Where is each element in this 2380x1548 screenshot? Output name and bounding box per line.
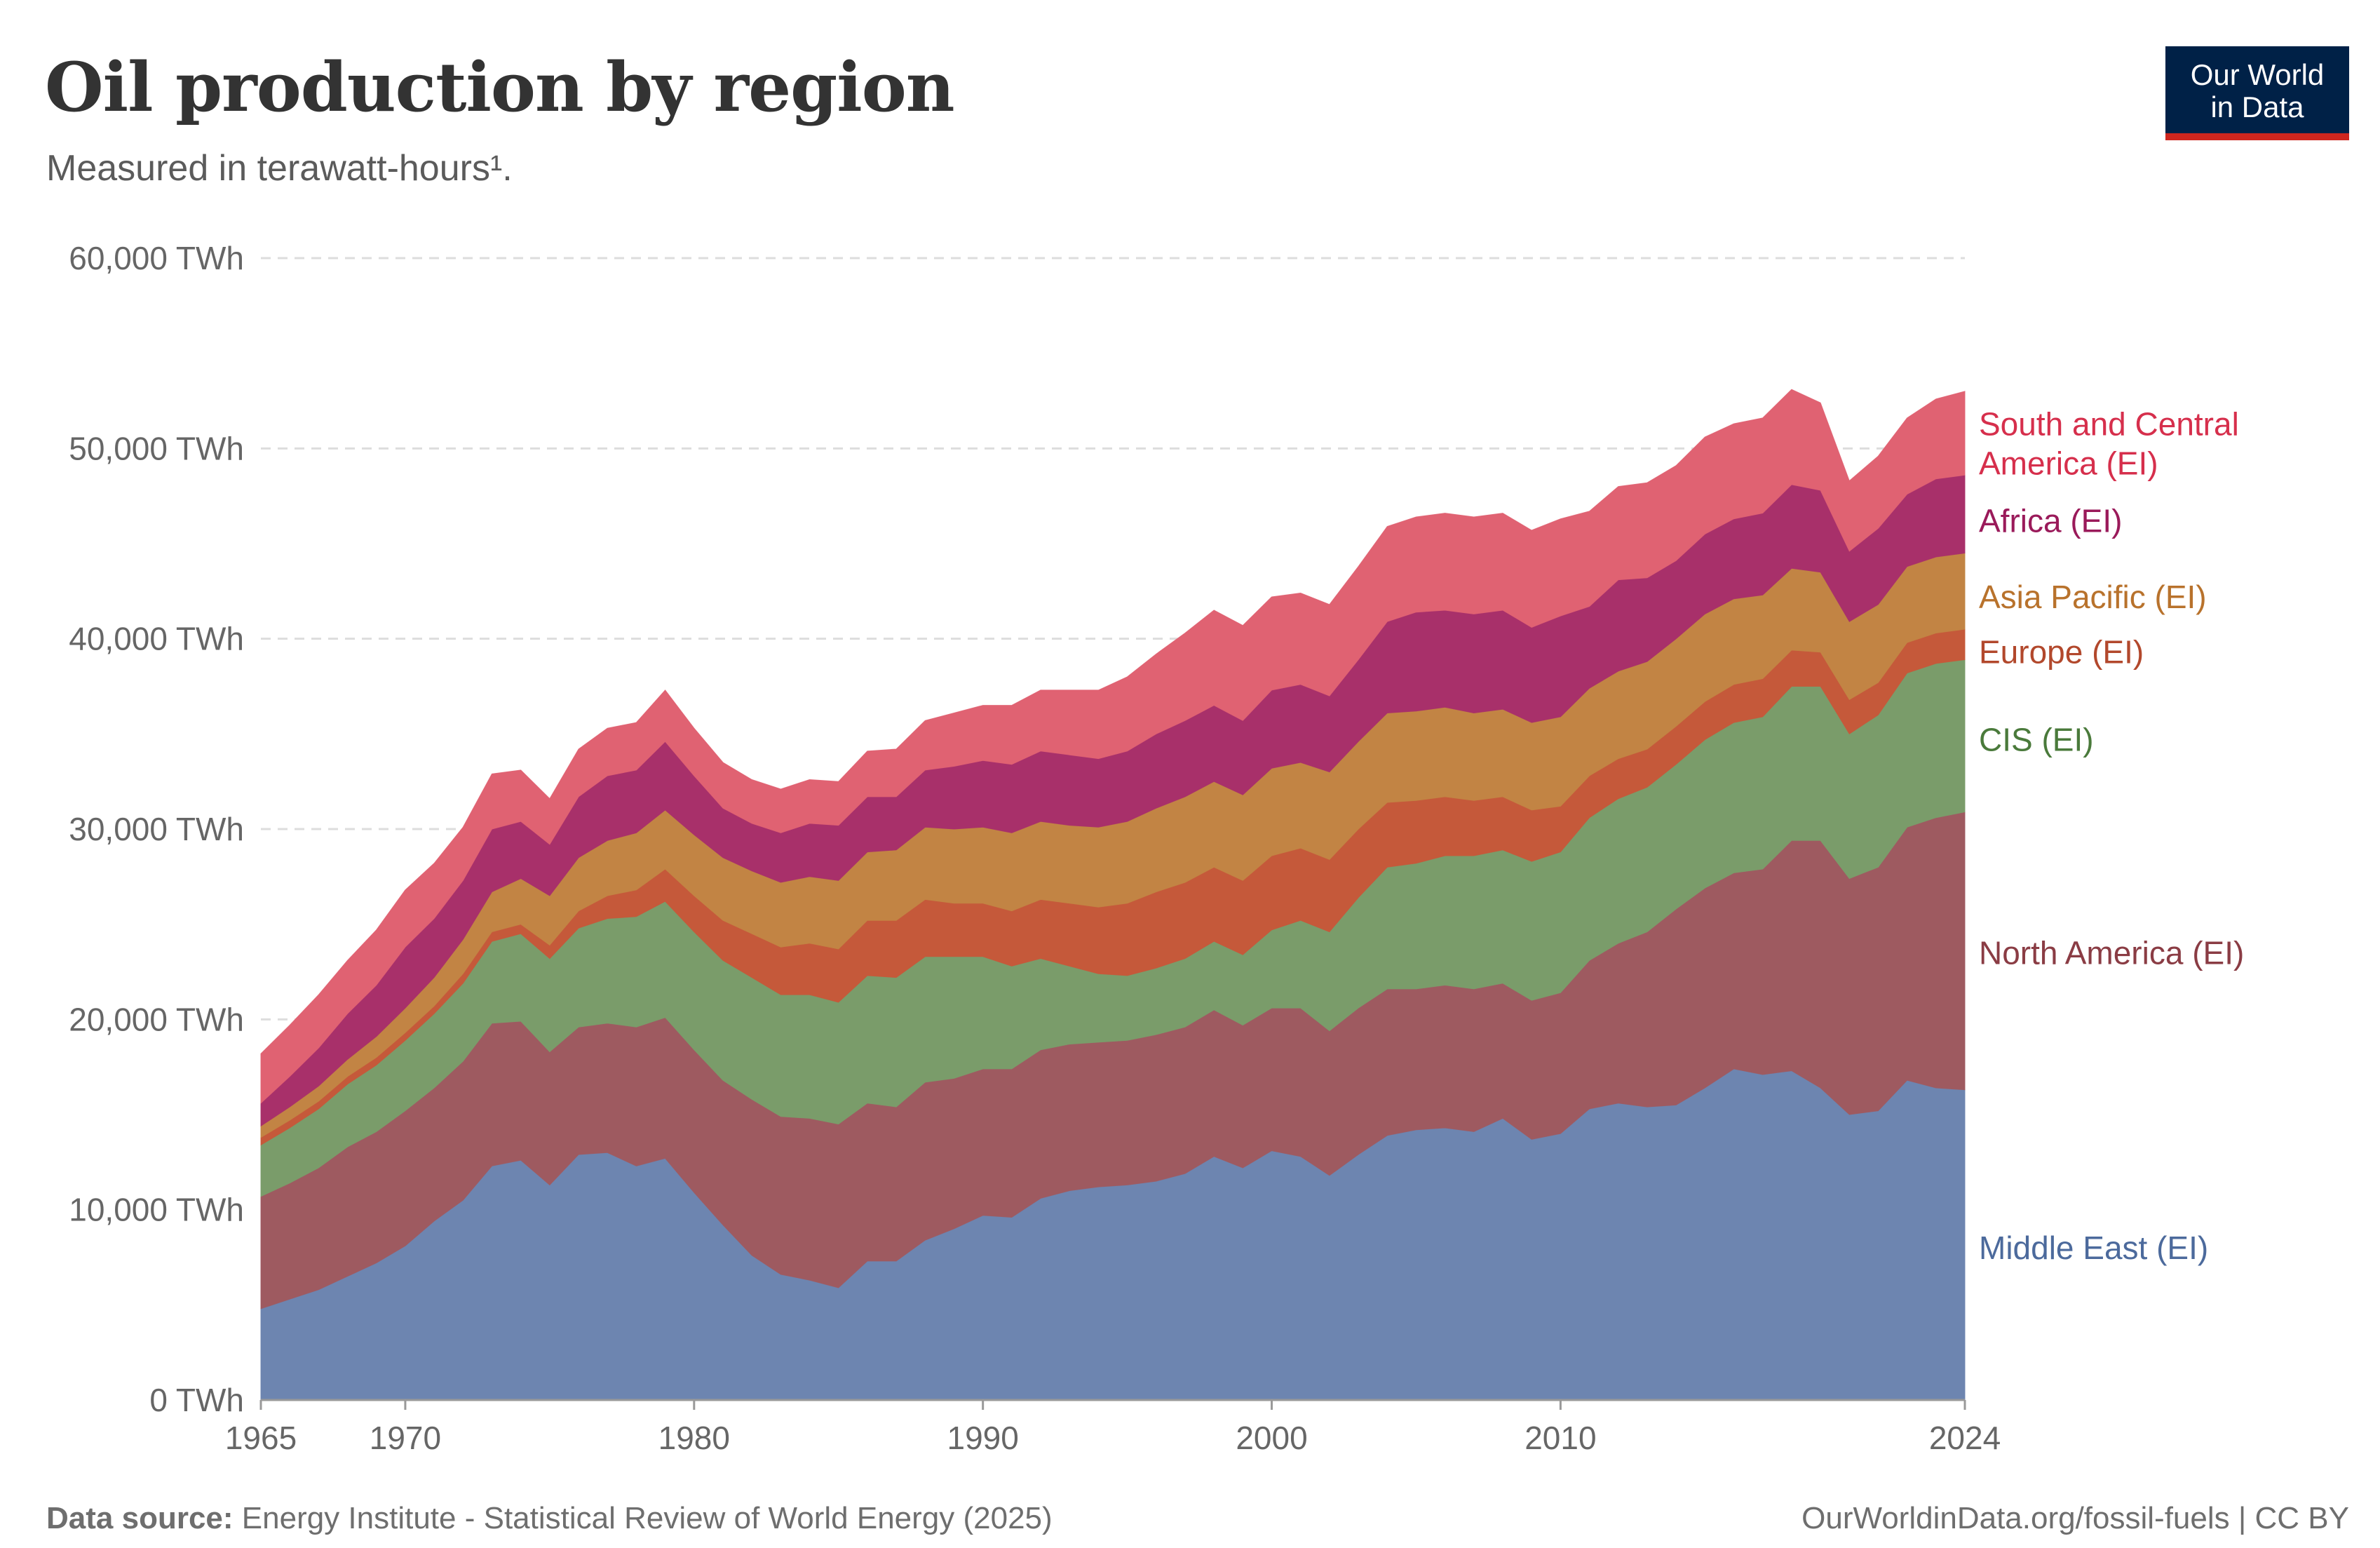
x-tick-label: 1970 <box>370 1420 441 1456</box>
y-tick-label: 60,000 TWh <box>69 240 244 276</box>
x-tick-label: 1990 <box>947 1420 1018 1456</box>
y-tick-label: 10,000 TWh <box>69 1192 244 1228</box>
x-tick-label: 2024 <box>1929 1420 2001 1456</box>
x-tick-label: 2000 <box>1236 1420 1307 1456</box>
series-label-line: South and Central <box>1979 405 2239 442</box>
y-tick-label: 0 TWh <box>149 1382 244 1418</box>
series-label-3: Europe (EI) <box>1979 634 2144 671</box>
data-source-text[interactable]: Energy Institute - Statistical Review of… <box>241 1501 1053 1535</box>
y-tick-label: 40,000 TWh <box>69 621 244 657</box>
x-tick-label: 1965 <box>225 1420 297 1456</box>
y-tick-label: 30,000 TWh <box>69 811 244 847</box>
y-tick-label: 20,000 TWh <box>69 1001 244 1037</box>
data-source-label: Data source: <box>46 1501 234 1535</box>
axes: 0 TWh 10,000 TWh 20,000 TWh 30,000 TWh 40,00… <box>69 240 2001 1456</box>
y-tick-label: 50,000 TWh <box>69 430 244 466</box>
series-label-line: America (EI) <box>1979 445 2158 481</box>
area-series-6[interactable] <box>260 389 1966 1104</box>
series-label-0: Middle East (EI) <box>1979 1230 2208 1266</box>
owid-logo[interactable]: Our World in Data <box>2165 46 2349 140</box>
data-source: Data source: Energy Institute - Statisti… <box>46 1501 1053 1536</box>
series-label-6: South and Central America (EI) <box>1979 405 2239 481</box>
logo-line-1: Our World <box>2190 58 2325 91</box>
series-label-5: Africa (EI) <box>1979 502 2122 539</box>
series-label-4: Asia Pacific (EI) <box>1979 579 2207 615</box>
credit-link[interactable]: OurWorldinData.org/fossil-fuels | CC BY <box>1801 1501 2349 1535</box>
series-labels: Middle East (EI) North America (EI) CIS (E… <box>1979 405 2244 1266</box>
chart-subtitle: Measured in terawatt-hours¹. <box>46 148 513 189</box>
series-areas <box>260 389 1966 1401</box>
x-tick-label: 2010 <box>1524 1420 1596 1456</box>
chart-title: Oil production by region <box>45 48 955 127</box>
series-label-2: CIS (EI) <box>1979 721 2094 758</box>
series-label-1: North America (EI) <box>1979 934 2244 971</box>
x-tick-label: 1980 <box>658 1420 730 1456</box>
logo-line-2: in Data <box>2210 90 2304 123</box>
